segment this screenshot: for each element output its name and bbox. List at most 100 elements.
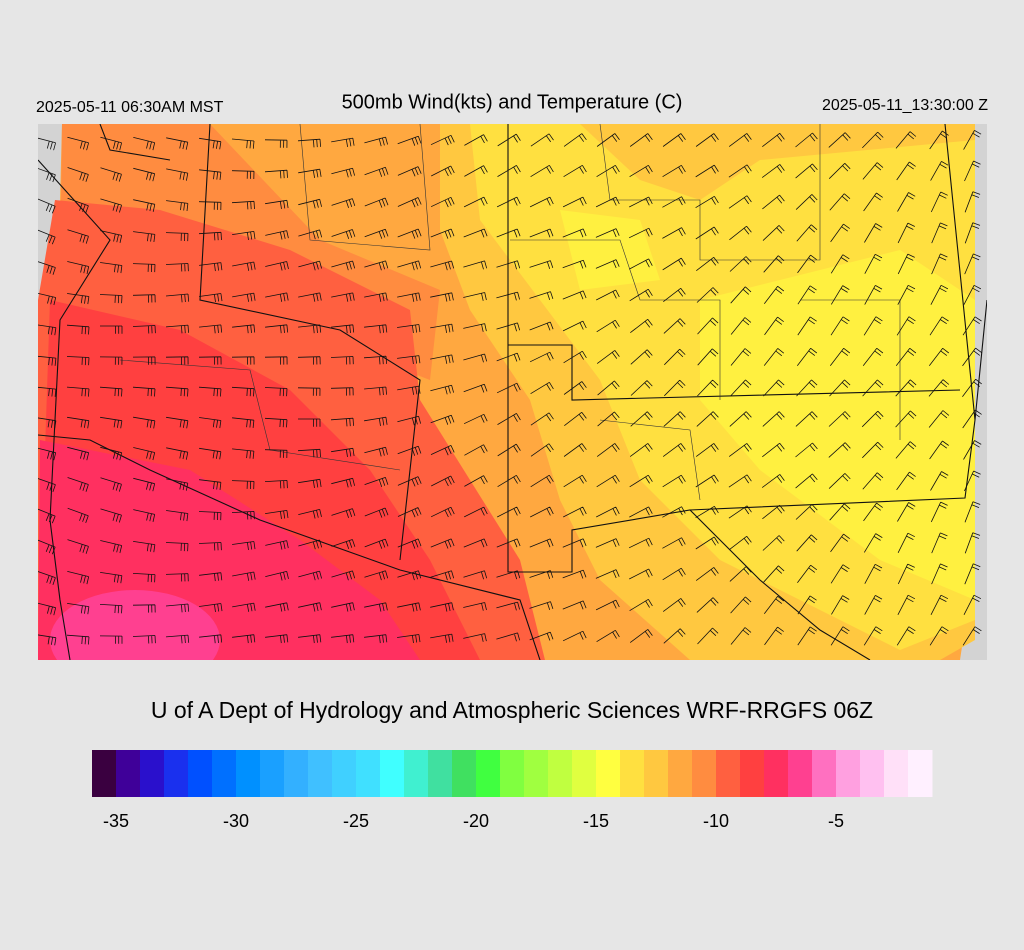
wind-barb — [330, 417, 354, 427]
wind-barb — [297, 356, 321, 365]
wind-barb — [929, 316, 949, 336]
wind-barb — [496, 260, 521, 270]
wind-barb — [695, 226, 719, 240]
wind-barb — [132, 356, 156, 365]
wind-barb — [662, 164, 686, 178]
wind-barb — [964, 501, 981, 523]
wind-barb — [730, 596, 752, 614]
wind-barb — [728, 164, 752, 178]
wind-barb — [165, 542, 189, 552]
wind-barb — [331, 477, 355, 488]
wind-barb — [829, 193, 851, 211]
wind-barb — [364, 166, 389, 177]
wind-barb — [199, 572, 223, 582]
wind-barb — [829, 503, 851, 521]
wind-barb — [830, 285, 850, 305]
wind-barb — [762, 194, 785, 210]
wind-barb — [199, 324, 223, 334]
colorbar-swatch — [116, 750, 141, 797]
wind-barb — [67, 293, 90, 305]
wind-barb — [496, 382, 521, 394]
wind-barb — [962, 347, 982, 367]
wind-barb — [397, 324, 421, 334]
wind-barb — [496, 632, 521, 642]
wind-barb — [797, 254, 817, 274]
wind-barb — [463, 323, 487, 332]
wind-barb — [564, 411, 587, 427]
wind-barb — [397, 445, 422, 456]
wind-barb — [199, 634, 223, 644]
wind-barb — [795, 504, 818, 520]
wind-barb — [331, 292, 355, 302]
wind-barb — [38, 168, 56, 183]
wind-barb — [430, 506, 455, 518]
wind-barb — [397, 634, 421, 644]
wind-barb — [265, 324, 289, 334]
wind-barb — [430, 260, 455, 271]
wind-barb — [795, 411, 818, 427]
colorbar-swatch — [188, 750, 213, 797]
wind-barb — [697, 379, 719, 397]
colorbar-swatch — [140, 750, 165, 797]
wind-barb — [862, 347, 884, 366]
wind-barb — [728, 505, 752, 519]
wind-barb — [529, 321, 554, 331]
wind-barb — [963, 284, 982, 305]
wind-barb — [397, 538, 422, 549]
wind-barb — [896, 626, 916, 646]
wind-barb — [962, 409, 982, 429]
wind-barb — [897, 284, 916, 305]
wind-barb — [165, 386, 189, 397]
wind-barb — [133, 231, 156, 243]
wind-barb — [397, 415, 421, 426]
wind-barb — [596, 350, 620, 364]
wind-barb — [529, 538, 554, 548]
wind-barb — [529, 228, 554, 238]
wind-barb — [730, 379, 752, 397]
wind-barb — [629, 598, 653, 612]
wind-barb — [629, 258, 653, 270]
wind-barb — [596, 319, 620, 333]
wind-barb — [132, 325, 156, 334]
wind-barb — [496, 352, 521, 362]
wind-barb — [728, 195, 752, 209]
wind-barb — [762, 504, 785, 520]
wind-barb — [298, 509, 322, 519]
wind-barb — [463, 633, 487, 642]
wind-barb — [697, 627, 719, 645]
colorbar-swatch — [476, 750, 501, 797]
wind-barb — [199, 447, 222, 460]
colorbar-swatch — [692, 750, 717, 797]
wind-barb — [100, 230, 123, 243]
colorbar-swatch — [860, 750, 885, 797]
wind-barb — [463, 196, 488, 208]
wind-barb — [828, 411, 851, 427]
colorbar-swatch — [884, 750, 909, 797]
wind-barb — [529, 291, 554, 301]
wind-barb — [331, 508, 356, 519]
colorbar-swatch — [572, 750, 597, 797]
wind-barb — [198, 356, 222, 365]
wind-barb — [761, 474, 785, 488]
wind-barb — [463, 383, 488, 393]
wind-barb — [596, 474, 620, 488]
wind-barb — [265, 199, 289, 209]
wind-barb — [762, 535, 785, 551]
wind-barb — [463, 570, 488, 580]
wind-barb — [100, 572, 123, 584]
wind-barb — [797, 595, 817, 615]
wind-barb — [463, 353, 488, 363]
wind-barb — [430, 354, 454, 364]
wind-barb — [298, 539, 323, 550]
wind-barb — [862, 472, 884, 490]
wind-barb — [930, 594, 949, 615]
wind-barb — [67, 477, 89, 492]
wind-barb — [331, 447, 355, 457]
wind-barb — [397, 570, 422, 581]
wind-barb — [595, 259, 620, 269]
wind-barb — [166, 510, 189, 522]
wind-barb — [861, 410, 884, 428]
wind-barb — [797, 285, 817, 305]
wind-barb — [629, 196, 653, 208]
colorbar-swatch — [836, 750, 861, 797]
